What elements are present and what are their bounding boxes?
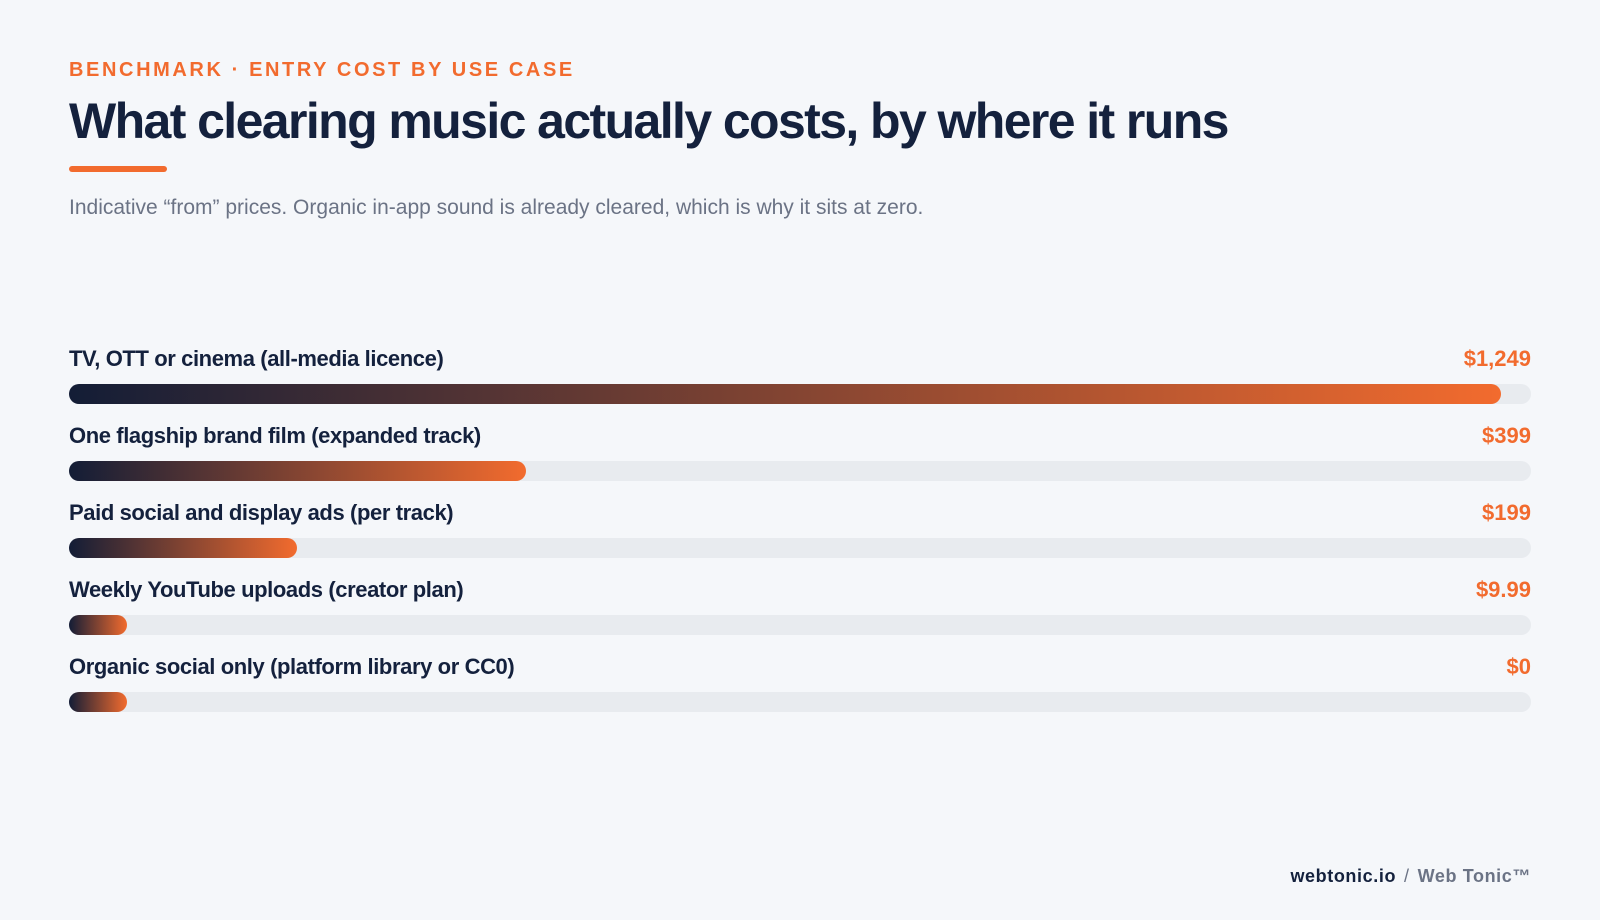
bar-fill: [69, 538, 298, 558]
bar-row: One flagship brand film (expanded track)…: [69, 423, 1531, 500]
page-subtitle: Indicative “from” prices. Organic in-app…: [69, 196, 924, 219]
bar-value-label: $199: [1482, 500, 1531, 525]
bar-value-label: $0: [1506, 654, 1531, 679]
footer-domain: webtonic.io: [1290, 866, 1397, 886]
bar-fill: [69, 384, 1501, 404]
bar-track: [69, 538, 1531, 558]
bar-track: [69, 692, 1531, 712]
bar-value-label: $9.99: [1475, 577, 1531, 602]
bar-category-label: Weekly YouTube uploads (creator plan): [69, 577, 464, 602]
bar-fill: [69, 692, 127, 712]
eyebrow-label: BENCHMARK · ENTRY COST BY USE CASE: [69, 59, 575, 81]
bar-fill: [69, 461, 527, 481]
bar-row: Paid social and display ads (per track) $…: [69, 500, 1531, 577]
bar-category-label: TV, OTT or cinema (all-media licence): [69, 346, 444, 371]
bar-category-label: One flagship brand film (expanded track): [69, 423, 481, 448]
bar-row: TV, OTT or cinema (all-media licence) $1,…: [69, 346, 1531, 423]
bar-category-label: Paid social and display ads (per track): [69, 500, 454, 525]
bar-row: Weekly YouTube uploads (creator plan) $9.…: [69, 577, 1531, 654]
footer-credit: webtonic.io / Web Tonic™: [1290, 866, 1531, 887]
bar-fill: [69, 615, 127, 635]
bar-row: Organic social only (platform library or…: [69, 654, 1531, 731]
bar-value-label: $1,249: [1463, 346, 1531, 371]
bar-track: [69, 461, 1531, 481]
bar-chart: TV, OTT or cinema (all-media licence) $1,…: [69, 346, 1531, 731]
footer-brand: Web Tonic™: [1417, 866, 1531, 886]
page-title: What clearing music actually costs, by w…: [69, 93, 1229, 149]
footer-separator: /: [1404, 866, 1410, 886]
bar-category-label: Organic social only (platform library or…: [69, 654, 515, 679]
bar-value-label: $399: [1482, 423, 1531, 448]
title-accent-rule: [69, 166, 167, 172]
bar-track: [69, 384, 1531, 404]
bar-track: [69, 615, 1531, 635]
